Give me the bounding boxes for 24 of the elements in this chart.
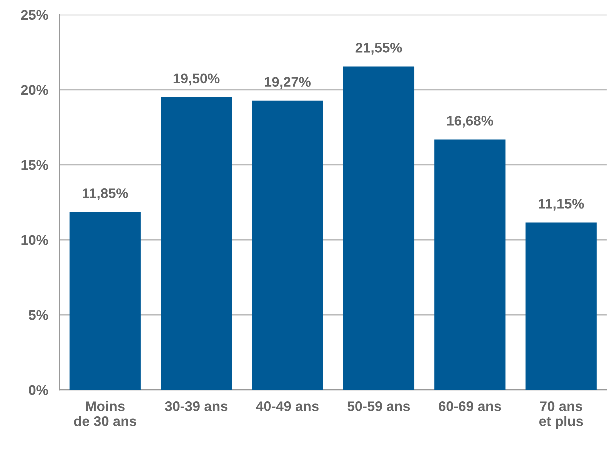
y-tick-label: 5% xyxy=(29,310,48,320)
data-label: 21,55% xyxy=(356,42,402,55)
bar xyxy=(526,222,597,390)
y-tick-label: 0% xyxy=(29,385,48,396)
bar xyxy=(343,66,415,390)
data-label: 19,27% xyxy=(265,77,311,90)
x-tick-label: 40-49 ans xyxy=(256,402,319,412)
y-tick-label: 10% xyxy=(22,235,48,246)
bar xyxy=(70,212,141,390)
y-tick-label: 15% xyxy=(22,160,48,170)
data-label: 19,50% xyxy=(174,74,220,86)
x-tick-label: 50-59 ans xyxy=(348,402,410,412)
bar xyxy=(161,97,232,390)
x-tick-label: 60-69 ans xyxy=(439,402,502,412)
data-label: 11,15% xyxy=(539,199,584,211)
x-tick-label: 30-39 ans xyxy=(165,402,228,412)
bar xyxy=(434,140,506,390)
y-tick-label: 25% xyxy=(21,10,48,20)
data-label: 16,68% xyxy=(447,116,494,128)
y-tick-label: 20% xyxy=(21,85,48,96)
x-tick-label: 70 ans et plus xyxy=(540,402,584,430)
bar xyxy=(252,100,324,390)
x-tick-label: Moins de 30 ans xyxy=(74,401,136,426)
data-label: 11,85% xyxy=(83,188,128,200)
